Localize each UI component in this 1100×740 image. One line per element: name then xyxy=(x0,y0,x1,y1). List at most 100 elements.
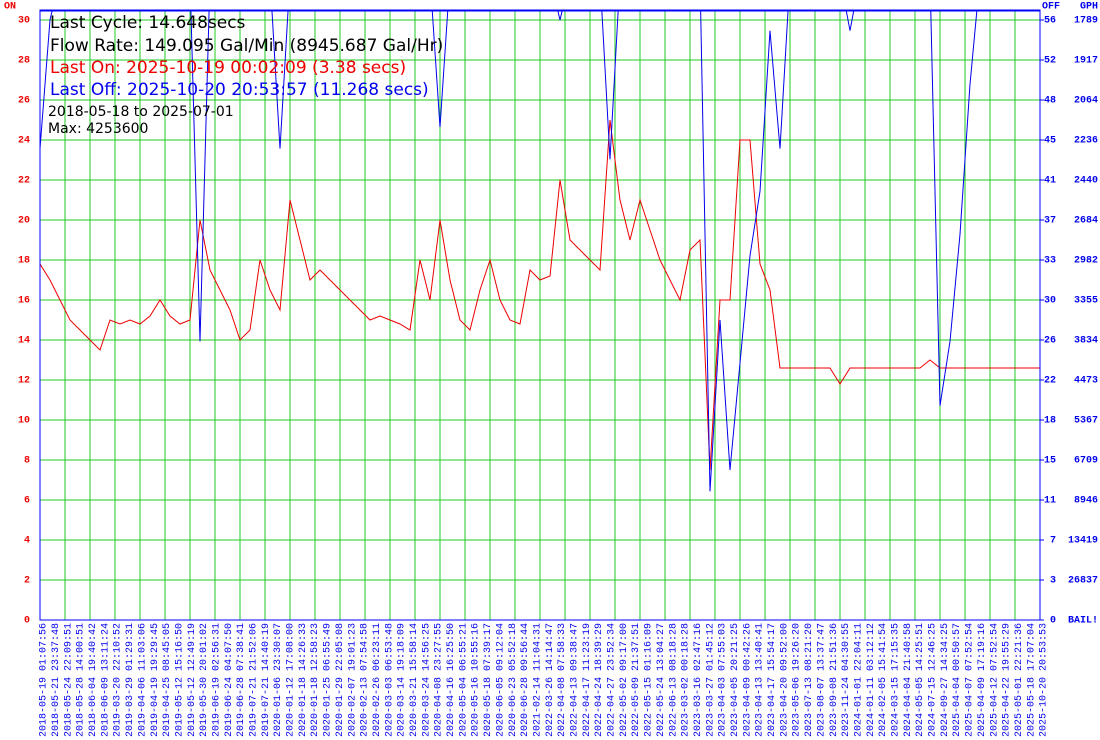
x-tick-label: 2020-06-28 09:56:44 xyxy=(520,623,531,737)
x-tick-label: 2024-07-15 12:46:25 xyxy=(928,623,939,737)
x-tick-label: 2019-05-30 20:01:02 xyxy=(199,623,210,737)
x-tick-label: 2022-05-15 01:16:09 xyxy=(644,623,655,737)
y-tick-label: 10 xyxy=(18,416,30,427)
y-tick-label: 12 xyxy=(18,376,30,387)
x-tick-label: 2025-05-01 22:21:36 xyxy=(1014,623,1025,737)
x-tick-label: 2023-04-03 07:55:03 xyxy=(718,623,729,737)
x-tick-label: 2025-10-20 20:53:53 xyxy=(1039,623,1050,737)
y2-tick-label: 48 xyxy=(1044,96,1056,107)
y2-tick-label: 41 xyxy=(1044,176,1056,187)
x-tick-label: 2024-02-05 15:41:54 xyxy=(878,623,889,737)
x-tick-label: 2025-04-12 07:52:54 xyxy=(989,623,1000,737)
x-tick-label: 2019-03-20 22:10:52 xyxy=(113,623,124,737)
x-tick-label: 2023-11-24 04:30:55 xyxy=(841,623,852,737)
y2-tick-label: 33 xyxy=(1044,256,1056,267)
gph-tick-label: 6709 xyxy=(1074,456,1098,467)
x-tick-label: 2025-05-18 17:07:04 xyxy=(1026,623,1037,737)
x-tick-label: 2023-03-27 01:45:12 xyxy=(705,623,716,737)
x-tick-label: 2020-03-14 19:18:09 xyxy=(397,623,408,737)
x-tick-label: 2023-09-08 21:51:36 xyxy=(829,623,840,737)
gph-axis-title: GPH xyxy=(1080,2,1098,13)
gph-tick-label: 5367 xyxy=(1074,416,1098,427)
x-tick-label: 2019-04-06 11:03:06 xyxy=(137,623,148,737)
x-tick-label: 2023-04-20 09:52:00 xyxy=(779,623,790,737)
x-tick-label: 2025-04-22 19:55:29 xyxy=(1002,623,1013,737)
x-tick-label: 2019-04-25 08:45:05 xyxy=(162,623,173,737)
x-tick-label: 2020-06-23 05:52:18 xyxy=(508,623,519,737)
gph-tick-label: 1917 xyxy=(1074,56,1098,67)
y-tick-label: 26 xyxy=(18,96,30,107)
x-tick-label: 2024-03-15 17:15:35 xyxy=(890,623,901,737)
x-tick-label: 2023-04-09 00:42:26 xyxy=(742,623,753,737)
x-tick-label: 2022-03-26 14:14:47 xyxy=(545,623,556,737)
x-tick-label: 2020-01-12 17:08:00 xyxy=(286,623,297,737)
x-tick-label: 2019-05-12 12:49:19 xyxy=(187,623,198,737)
y-tick-label: 8 xyxy=(24,456,30,467)
x-tick-label: 2020-01-06 23:30:07 xyxy=(273,623,284,737)
x-tick-label: 2023-04-13 13:40:41 xyxy=(755,623,766,737)
gph-tick-label: 26837 xyxy=(1068,576,1098,587)
x-tick-label: 2023-03-16 02:47:16 xyxy=(693,623,704,737)
x-tick-label: 2021-02-14 11:04:31 xyxy=(532,623,543,737)
x-tick-label: 2023-05-06 19:26:20 xyxy=(792,623,803,737)
x-tick-label: 2019-06-19 02:56:31 xyxy=(211,623,222,737)
x-tick-label: 2020-03-21 15:58:14 xyxy=(409,623,420,737)
y2-tick-label: 18 xyxy=(1044,416,1056,427)
x-tick-label: 2022-04-13 09:38:47 xyxy=(570,623,581,737)
x-tick-label: 2019-04-19 19:29:45 xyxy=(150,623,161,737)
x-tick-label: 2024-05-05 14:25:51 xyxy=(915,623,926,737)
x-tick-label: 2019-07-21 21:52:06 xyxy=(249,623,260,737)
x-tick-label: 2020-01-25 06:55:49 xyxy=(323,623,334,737)
info-line: Flow Rate: 149.095 Gal/Min (8945.687 Gal… xyxy=(50,36,443,56)
y2-tick-label: 26 xyxy=(1044,336,1056,347)
x-tick-label: 2020-02-07 19:01:23 xyxy=(347,623,358,737)
x-tick-label: 2025-04-09 17:19:16 xyxy=(977,623,988,737)
x-tick-label: 2022-06-13 08:18:28 xyxy=(668,623,679,737)
y2-tick-label: 56 xyxy=(1044,16,1056,27)
date-range: 2018-05-18 to 2025-07-01 xyxy=(48,104,234,120)
x-tick-label: 2019-05-12 15:16:50 xyxy=(174,623,185,737)
gph-tick-label: 1789 xyxy=(1074,16,1098,27)
y2-tick-label: 7 xyxy=(1050,536,1056,547)
x-tick-label: 2020-01-29 22:05:08 xyxy=(335,623,346,737)
y2-tick-label: 3 xyxy=(1050,576,1056,587)
x-tick-label: 2025-04-04 00:50:57 xyxy=(952,623,963,737)
y-tick-label: 30 xyxy=(18,16,30,27)
y2-tick-label: 52 xyxy=(1044,56,1056,67)
x-tick-label: 2022-04-24 18:39:29 xyxy=(594,623,605,737)
x-tick-label: 2023-03-02 00:18:28 xyxy=(681,623,692,737)
gph-tick-label: 2236 xyxy=(1074,136,1098,147)
last-off: Last Off: 2025-10-20 20:53:57 (11.268 se… xyxy=(50,80,429,100)
x-tick-label: 2020-02-26 06:23:11 xyxy=(372,623,383,737)
x-tick-label: 2018-05-28 14:00:51 xyxy=(76,623,87,737)
x-tick-label: 2020-05-16 10:55:16 xyxy=(471,623,482,737)
x-tick-label: 2019-06-24 04:07:50 xyxy=(224,623,235,737)
x-tick-label: 2020-03-03 06:53:48 xyxy=(384,623,395,737)
y2-axis-title: OFF xyxy=(1042,2,1060,13)
last-on: Last On: 2025-10-19 00:02:09 (3.38 secs) xyxy=(50,58,406,78)
y-tick-label: 22 xyxy=(18,176,30,187)
gph-tick-label: 3834 xyxy=(1074,336,1098,347)
y2-tick-label: 37 xyxy=(1044,216,1056,227)
x-tick-label: 2020-01-18 12:58:23 xyxy=(310,623,321,737)
gph-tick-label: 8946 xyxy=(1074,496,1098,507)
y2-tick-label: 0 xyxy=(1050,616,1056,627)
x-tick-label: 2020-04-16 16:25:50 xyxy=(446,623,457,737)
x-tick-label: 2018-05-21 23:37:48 xyxy=(51,623,62,737)
x-tick-label: 2019-03-29 01:29:31 xyxy=(125,623,136,737)
x-tick-label: 2020-06-05 09:12:04 xyxy=(495,623,506,737)
y-tick-label: 20 xyxy=(18,216,30,227)
y-tick-label: 0 xyxy=(24,616,30,627)
x-tick-label: 2020-05-18 07:39:17 xyxy=(483,623,494,737)
x-tick-label: 2018-06-04 19:40:42 xyxy=(88,623,99,737)
x-tick-label: 2018-05-19 01:07:56 xyxy=(39,623,50,737)
x-tick-label: 2024-04-04 21:40:58 xyxy=(903,623,914,737)
y2-tick-label: 45 xyxy=(1044,136,1056,147)
y2-tick-label: 11 xyxy=(1044,496,1056,507)
x-tick-label: 2022-05-09 21:37:51 xyxy=(631,623,642,737)
x-tick-label: 2024-01-01 22:04:11 xyxy=(853,623,864,737)
x-tick-label: 2020-05-04 06:55:21 xyxy=(458,623,469,737)
info-line: Last Cycle: 14.648secs xyxy=(50,13,246,33)
y2-tick-label: 15 xyxy=(1044,456,1056,467)
